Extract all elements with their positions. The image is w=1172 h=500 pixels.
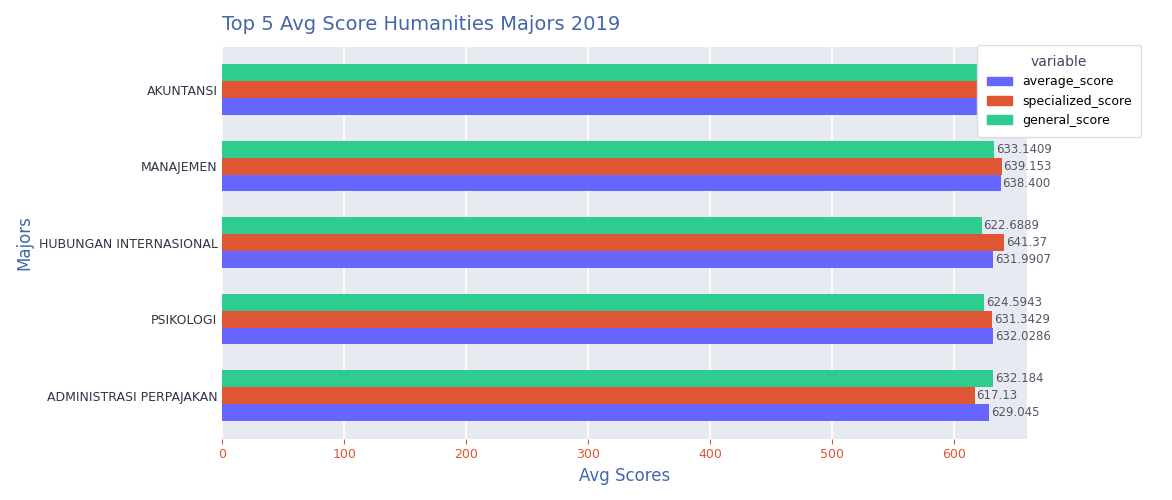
Bar xyxy=(223,370,993,387)
Y-axis label: Majors: Majors xyxy=(15,216,33,270)
Text: 632.184: 632.184 xyxy=(995,372,1043,386)
Bar xyxy=(223,82,1006,98)
X-axis label: Avg Scores: Avg Scores xyxy=(579,467,670,485)
Text: 641.51: 641.51 xyxy=(1007,100,1048,113)
Text: 638.400: 638.400 xyxy=(1002,176,1051,190)
Bar xyxy=(223,174,1001,192)
Text: 633.1409: 633.1409 xyxy=(996,143,1052,156)
Text: 632.0286: 632.0286 xyxy=(995,330,1050,342)
Text: 629.045: 629.045 xyxy=(992,406,1040,419)
Bar xyxy=(223,218,981,234)
Text: 624.5943: 624.5943 xyxy=(986,296,1042,309)
Bar xyxy=(223,311,992,328)
Text: 642.28: 642.28 xyxy=(1007,83,1048,96)
Legend: average_score, specialized_score, general_score: average_score, specialized_score, genera… xyxy=(976,45,1142,137)
Bar xyxy=(223,64,1000,82)
Bar xyxy=(223,98,1004,115)
Text: 641.37: 641.37 xyxy=(1006,236,1048,249)
Text: 622.6889: 622.6889 xyxy=(983,220,1040,232)
Bar xyxy=(223,294,983,311)
Bar xyxy=(223,328,993,344)
Text: 631.9907: 631.9907 xyxy=(995,253,1050,266)
Bar xyxy=(223,234,1004,251)
Text: 639.153: 639.153 xyxy=(1003,160,1051,172)
Text: 617.13: 617.13 xyxy=(976,389,1017,402)
Text: 631.3429: 631.3429 xyxy=(994,312,1050,326)
Bar xyxy=(223,404,989,421)
Text: 637.868: 637.868 xyxy=(1002,66,1050,80)
Text: Top 5 Avg Score Humanities Majors 2019: Top 5 Avg Score Humanities Majors 2019 xyxy=(223,15,620,34)
Bar xyxy=(223,387,975,404)
Bar xyxy=(223,141,994,158)
Bar xyxy=(223,158,1002,174)
Bar xyxy=(223,251,993,268)
